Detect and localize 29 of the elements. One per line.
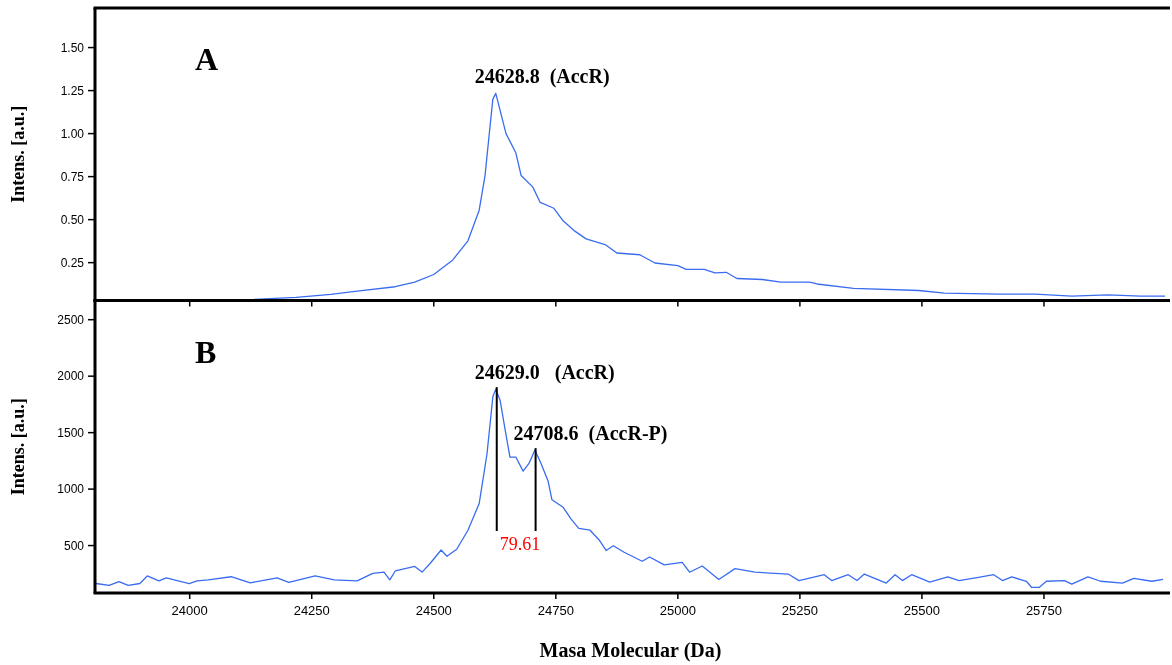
x-tick-label: 24250 — [293, 603, 330, 618]
x-tick-label: 24500 — [415, 603, 452, 618]
x-axis-title: Masa Molecular (Da) — [539, 639, 722, 662]
x-tick-label: 25250 — [781, 603, 818, 618]
x-tick-label: 25750 — [1025, 603, 1063, 618]
y-tick-label: 0.25 — [60, 255, 85, 270]
x-tick-label: 24750 — [537, 603, 574, 618]
annotation: B — [195, 333, 217, 370]
y-tick-label: 1.50 — [60, 40, 85, 55]
annotation: 79.61 — [499, 534, 541, 554]
y-tick-label: 1000 — [57, 482, 85, 497]
y-tick-label: 0.50 — [60, 212, 85, 227]
annotation: 24629.0 (AccR) — [474, 361, 615, 385]
y-axis-title: Intens. [a.u.] — [8, 105, 28, 203]
y-tick-label: 500 — [63, 538, 85, 553]
y-tick-label: 0.75 — [60, 169, 85, 184]
y-tick-label: 2000 — [57, 369, 85, 384]
y-tick-label: 2500 — [57, 312, 85, 327]
y-axis-title: Intens. [a.u.] — [8, 398, 28, 496]
annotation: 24708.6 (AccR-P) — [513, 422, 668, 446]
y-tick-label: 1.00 — [60, 126, 85, 141]
x-tick-label: 25500 — [903, 603, 940, 618]
x-tick-label: 24000 — [171, 603, 208, 618]
annotation: A — [195, 41, 219, 77]
annotation: 24628.8 (AccR) — [474, 65, 610, 89]
line-series — [95, 388, 1164, 589]
y-tick-label: 1.25 — [60, 83, 85, 98]
y-tick-label: 1500 — [57, 425, 85, 440]
x-tick-label: 25000 — [659, 603, 696, 618]
